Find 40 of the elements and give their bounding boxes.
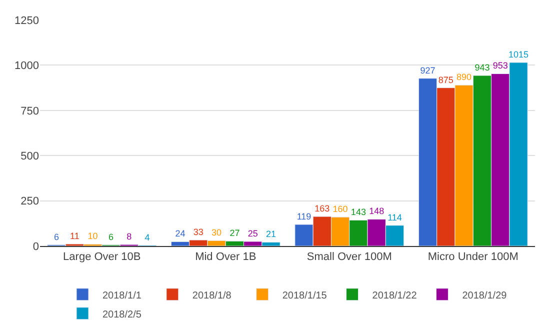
legend-label: 2018/1/22 — [372, 290, 418, 302]
y-tick-label: 0 — [32, 240, 39, 253]
legend-label: 2018/1/1 — [102, 290, 142, 302]
data-label: 119 — [296, 211, 312, 222]
data-label: 160 — [332, 204, 348, 214]
x-tick-label: Small Over 100M — [306, 251, 392, 264]
x-tick-label: Micro Under 100M — [428, 251, 518, 264]
data-label: 25 — [248, 228, 258, 238]
y-tick-label: 500 — [20, 150, 39, 162]
legend-label: 2018/1/15 — [282, 290, 328, 302]
data-label: 21 — [266, 229, 276, 240]
data-label: 27 — [230, 228, 240, 238]
data-label: 890 — [456, 72, 472, 82]
data-label: 6 — [54, 232, 60, 242]
x-tick-label: Mid Over 1B — [195, 251, 256, 264]
y-tick-label: 1250 — [14, 14, 39, 27]
data-label: 30 — [212, 228, 222, 238]
data-label: 1015 — [508, 49, 529, 60]
data-label: 4 — [144, 232, 150, 242]
legend-label: 2018/2/5 — [102, 309, 142, 320]
data-label: 11 — [70, 231, 80, 242]
data-label: 10 — [88, 231, 98, 242]
data-label: 953 — [492, 60, 508, 71]
data-label: 33 — [193, 227, 204, 238]
data-label: 943 — [474, 62, 490, 73]
data-label: 114 — [388, 212, 402, 222]
data-label: 927 — [420, 65, 436, 76]
data-label: 6 — [108, 232, 114, 242]
data-label: 24 — [175, 228, 186, 239]
data-label: 875 — [438, 74, 454, 85]
legend-label: 2018/1/29 — [462, 290, 508, 302]
x-tick-label: Large Over 10B — [63, 251, 141, 264]
data-label: 143 — [350, 207, 366, 218]
data-label: 163 — [314, 204, 330, 214]
y-tick-label: 750 — [20, 105, 39, 118]
y-tick-label: 250 — [20, 196, 39, 208]
data-label: 148 — [369, 206, 384, 216]
y-tick-label: 1000 — [14, 60, 39, 72]
legend-label: 2018/1/8 — [192, 290, 232, 302]
data-label: 8 — [126, 232, 132, 242]
